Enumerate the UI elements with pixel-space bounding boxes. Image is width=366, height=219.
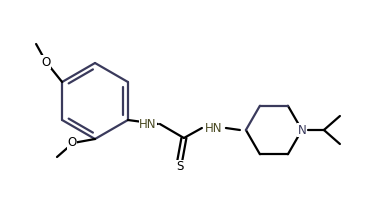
Text: HN: HN <box>205 122 223 134</box>
Text: O: O <box>41 55 51 69</box>
Text: HN: HN <box>139 118 157 131</box>
Text: O: O <box>67 136 76 150</box>
Text: N: N <box>298 124 306 136</box>
Text: S: S <box>176 161 184 173</box>
